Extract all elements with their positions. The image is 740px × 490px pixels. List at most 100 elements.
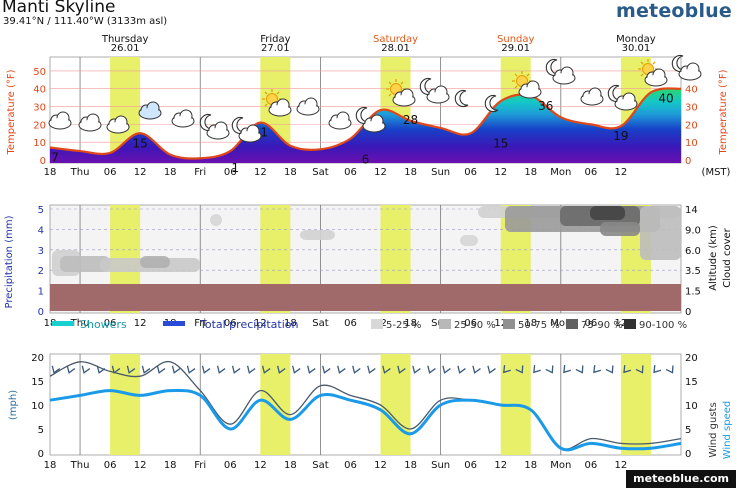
cloudy-icon xyxy=(48,111,72,130)
x-tick-hour: 06 xyxy=(104,167,117,178)
x-tick-hour: 18 xyxy=(524,460,537,471)
timezone-label: (MST) xyxy=(702,167,731,178)
night-cloud-icon xyxy=(199,113,230,140)
precip-tick-left: 5 xyxy=(38,205,44,216)
legend-showers: Showers xyxy=(80,318,127,331)
wind-direction-arrow xyxy=(653,365,662,374)
legend-cloud-bin: 50-75 % xyxy=(518,320,560,331)
cloud-cover-region xyxy=(300,230,335,240)
x-tick-hour: 06 xyxy=(224,460,237,471)
total-precip-swatch xyxy=(163,321,185,326)
cloudy-icon xyxy=(78,113,102,132)
wind-direction-arrow xyxy=(635,365,644,374)
x-tick-hour: 18 xyxy=(284,167,297,178)
x-tick-hour: 06 xyxy=(224,318,237,329)
x-tick-hour: 18 xyxy=(44,460,57,471)
day-name: Saturday xyxy=(373,34,418,45)
x-tick-hour: 18 xyxy=(164,167,177,178)
wind-direction-arrow xyxy=(96,365,106,374)
wind-direction-arrow xyxy=(412,365,421,374)
temp-tick-right: 0 xyxy=(685,156,691,167)
wind-direction-arrow xyxy=(427,365,436,374)
wind-direction-arrow xyxy=(503,365,511,374)
temp-tick-left: 30 xyxy=(33,103,46,114)
cloudy-icon xyxy=(106,115,130,134)
partly-sunny-icon xyxy=(386,79,416,107)
x-tick-day: Sun xyxy=(431,460,450,471)
cloud-cover-region xyxy=(640,206,681,260)
day-date: 29.01 xyxy=(501,43,530,54)
location-coords: 39.41°N / 111.40°W (3133m asl) xyxy=(3,16,168,27)
x-tick-hour: 12 xyxy=(494,460,507,471)
temp-value-label: 19 xyxy=(613,129,628,143)
x-tick-hour: 18 xyxy=(404,318,417,329)
x-tick-day: Thu xyxy=(70,167,90,178)
wind-direction-arrow xyxy=(593,365,602,374)
footer-brand[interactable]: meteoblue.com xyxy=(626,470,736,488)
cloud-cover-region xyxy=(590,206,625,220)
wind-direction-arrow xyxy=(216,365,226,374)
wind-tick-left: 10 xyxy=(31,401,44,412)
cloud-axis-label: Cloud cover xyxy=(722,227,733,287)
x-tick-hour: 06 xyxy=(584,318,597,329)
x-tick-hour: 06 xyxy=(464,460,477,471)
wind-direction-arrow xyxy=(231,365,241,374)
moon-icon xyxy=(454,89,469,108)
x-tick-day: Fri xyxy=(194,460,206,471)
temp-tick-left: 10 xyxy=(33,138,46,149)
wind-direction-arrow xyxy=(156,365,166,374)
x-tick-hour: 12 xyxy=(615,318,628,329)
wind-direction-arrow xyxy=(367,365,376,374)
partly-cloudy-icon xyxy=(138,101,162,120)
x-tick-hour: 06 xyxy=(104,460,117,471)
wind-direction-arrow xyxy=(51,365,61,374)
partly-sunny-icon xyxy=(638,59,668,87)
x-tick-hour: 18 xyxy=(524,167,537,178)
day-name: Sunday xyxy=(497,34,534,45)
temp-value-label: 15 xyxy=(133,136,148,150)
x-tick-hour: 12 xyxy=(494,167,507,178)
temp-tick-left: 50 xyxy=(33,67,46,78)
temp-tick-left: 20 xyxy=(33,120,46,131)
precip-tick-left: 2 xyxy=(38,266,44,277)
x-tick-hour: 18 xyxy=(44,167,57,178)
wind-tick-right: 5 xyxy=(685,425,691,436)
cloud-bin-swatch xyxy=(624,319,636,329)
precip-tick-left: 0 xyxy=(38,307,44,318)
day-date: 26.01 xyxy=(111,43,140,54)
altitude-tick-right: 6.0 xyxy=(685,246,701,257)
day-name: Monday xyxy=(616,34,656,45)
x-tick-hour: 06 xyxy=(224,167,237,178)
legend-cloud-bin: 75-90 % xyxy=(581,320,623,331)
wind-direction-arrow xyxy=(472,365,481,374)
altitude-tick-right: 9.0 xyxy=(685,225,701,236)
wind-direction-arrow xyxy=(563,365,571,374)
sunny-cloud-icon xyxy=(512,71,542,99)
x-tick-hour: 06 xyxy=(344,460,357,471)
x-tick-day: Sat xyxy=(312,318,328,329)
wind-direction-arrow xyxy=(141,365,151,374)
wind-tick-right: 20 xyxy=(685,353,698,364)
x-tick-hour: 18 xyxy=(44,318,57,329)
legend-cloud-bin: 90-100 % xyxy=(639,320,687,331)
wind-direction-arrow xyxy=(126,365,136,374)
wind-direction-arrow xyxy=(337,365,346,374)
wind-direction-arrow xyxy=(515,365,524,374)
night-cloud-icon xyxy=(607,84,638,111)
legend-cloud-bin: 5-25 % xyxy=(386,320,421,331)
wind-direction-arrow xyxy=(397,365,406,374)
wind-direction-arrow xyxy=(457,365,466,374)
wind-direction-arrow xyxy=(171,365,181,374)
x-tick-hour: 12 xyxy=(134,460,147,471)
temp-tick-right: 40 xyxy=(685,85,698,96)
cloudy-icon xyxy=(171,109,195,128)
cloud-cover-region xyxy=(600,222,640,236)
x-tick-day: Sat xyxy=(312,167,328,178)
cloud-bin-swatch xyxy=(503,319,515,329)
wind-direction-arrow xyxy=(292,365,301,374)
temp-tick-right: 30 xyxy=(685,103,698,114)
brand-logo[interactable]: meteoblue xyxy=(615,0,732,22)
temp-tick-left: 40 xyxy=(33,85,46,96)
wind-tick-left: 0 xyxy=(38,449,44,460)
